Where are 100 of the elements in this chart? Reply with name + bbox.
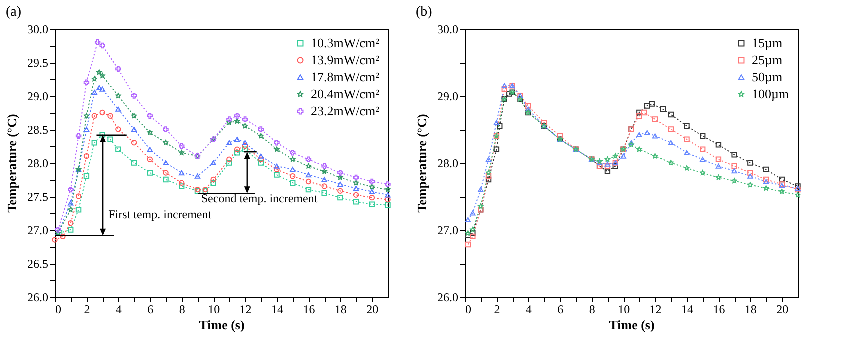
point [465,217,472,222]
y-tick-label: 29.0 [438,90,458,104]
x-tick-label: 12 [650,302,662,316]
point [779,188,785,194]
point [732,178,738,184]
point [764,186,770,191]
point [76,133,82,140]
point [644,103,650,109]
point [194,174,201,179]
point [163,170,169,176]
legend-label: 23.2mW/cm² [311,104,380,118]
point [108,113,114,119]
x-tick-label: 10 [208,302,220,316]
point [795,192,801,198]
point [604,164,611,170]
chart-title: (b) [416,5,433,20]
point [147,156,153,162]
point [502,83,508,88]
point [147,147,153,152]
point [76,207,82,213]
point [68,186,74,193]
point [234,118,240,124]
point [84,126,90,132]
point [258,160,264,166]
point [52,237,58,243]
point [179,143,185,150]
x-axis-title: Time (s) [199,318,245,332]
point [226,160,232,166]
point [100,132,106,138]
point [486,157,492,162]
point [55,227,62,233]
point [226,116,232,122]
point [779,176,785,183]
point [604,168,611,175]
point [369,178,375,185]
point [306,178,312,185]
y-tick-label: 28.0 [438,156,458,170]
point [258,154,264,159]
point [131,140,138,146]
point [274,166,280,173]
point [100,86,106,92]
point [700,157,706,162]
point [506,91,512,97]
point [84,174,90,180]
point [470,234,476,240]
point [763,179,770,184]
point [486,170,492,176]
x-tick-label: 8 [589,302,596,316]
x-tick-label: 8 [179,302,186,316]
point [628,140,634,146]
x-tick-label: 4 [526,302,532,316]
point [68,200,74,206]
point [147,113,153,119]
point [100,42,106,49]
point [306,172,312,178]
point [163,126,169,132]
point [385,186,391,192]
x-tick-label: 2 [84,302,90,316]
legend-label: 25µm [752,52,783,68]
point [541,120,548,126]
point [369,184,375,190]
point [353,174,360,181]
x-axis-title: Time (s) [609,318,655,332]
point [290,167,296,172]
annotation: First temp. increment [108,207,212,222]
point [369,189,375,194]
y-tick-label: 26.0 [438,290,458,304]
point [68,227,74,233]
point [258,133,264,139]
point [92,140,98,146]
point [258,126,264,132]
point [465,230,471,236]
legend-label: 100µm [752,86,790,102]
x-tick-label: 0 [56,302,62,316]
annotation: Second temp. increment [201,191,318,206]
point [748,160,754,166]
x-tick-label: 6 [558,302,564,316]
point [385,182,391,188]
point [68,220,74,226]
x-tick-label: 16 [303,302,316,316]
point [748,182,754,188]
y-tick-label: 29.5 [28,56,48,70]
point [465,242,472,248]
point [620,154,626,159]
point [684,166,690,171]
point [684,150,690,156]
point [338,194,344,201]
point [234,150,240,156]
point [338,182,344,187]
point [748,170,754,176]
x-tick-label: 18 [744,302,757,316]
point [147,170,153,176]
point [385,192,391,198]
y-tick-label: 29.0 [28,90,48,104]
point [652,134,658,139]
x-tick-label: 18 [334,302,347,316]
point [306,156,312,162]
point [116,106,122,112]
point [131,126,138,132]
x-tick-label: 20 [776,302,789,316]
